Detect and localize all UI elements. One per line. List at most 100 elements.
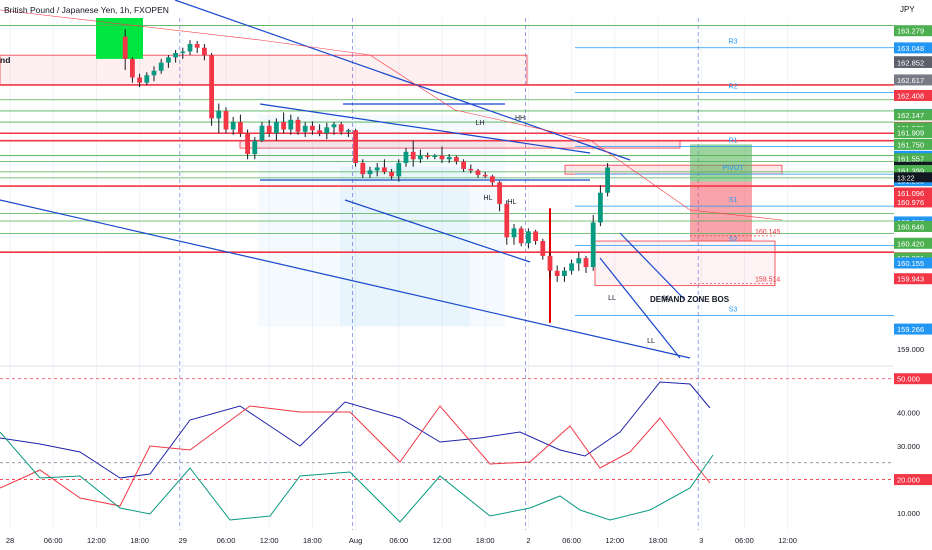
level-label: 160.145 (755, 229, 780, 236)
candle-body (252, 140, 258, 155)
swing-label: LH (476, 120, 485, 127)
price-tag-background (894, 257, 932, 269)
candle-body (338, 124, 344, 132)
price-tag-background (894, 153, 932, 165)
pivot-label: S1 (729, 197, 738, 204)
price-tick-label: 160.976 (897, 198, 924, 207)
candle-body (151, 70, 157, 76)
price-tag-background (894, 56, 932, 68)
candle-body (173, 52, 178, 58)
price-tick-label: 159.000 (897, 345, 924, 354)
demand-zone (594, 240, 776, 287)
time-tick-label: 29 (179, 536, 187, 545)
candle-body (518, 228, 524, 244)
price-tick-label: 161.096 (897, 189, 924, 198)
candle-body (130, 58, 135, 78)
candle-body (360, 162, 366, 175)
candle-body (230, 122, 236, 130)
indicator-line (0, 431, 714, 523)
countdown-label: 13:22 (897, 175, 915, 182)
chart-title: British Pound / Japanese Yen, 1h, FXOPEN (4, 5, 169, 15)
rsi-tick-label: 40.000 (897, 408, 920, 417)
candle-body (180, 51, 186, 53)
price-tag-background (894, 138, 932, 150)
candle-body (511, 228, 517, 238)
pivot-label: R3 (729, 39, 738, 46)
candle-body (583, 258, 589, 268)
candle-body (418, 155, 423, 160)
time-tick-label: 06:00 (735, 536, 754, 545)
time-tick-label: 06:00 (389, 536, 408, 545)
candle-body (461, 161, 466, 169)
time-tick-label: 18:00 (649, 536, 668, 545)
time-tick-label: 18:00 (303, 536, 322, 545)
price-tag-background (894, 237, 932, 249)
price-tick-label: 161.399 (897, 166, 924, 175)
target-zone (690, 144, 752, 182)
time-tick-label: 12:00 (605, 536, 624, 545)
time-tick-label: Aug (349, 536, 362, 545)
candle-body (324, 127, 330, 134)
time-tick-label: 28 (6, 536, 14, 545)
rsi-tick-label: 30.000 (897, 442, 920, 451)
price-tag-background (894, 220, 932, 232)
swing-label: LL (608, 295, 616, 302)
candle-body (576, 258, 582, 264)
candle-body (310, 125, 315, 131)
candle-body (223, 110, 229, 130)
rsi-tick-label: 50.000 (897, 375, 920, 384)
price-tag-background (894, 89, 932, 101)
time-tick-label: 12:00 (778, 536, 797, 545)
candle-body (432, 155, 438, 158)
candle-body (367, 170, 373, 175)
price-tick-label: 159.266 (897, 325, 924, 334)
candle-body (454, 157, 459, 162)
candle-body (288, 119, 294, 130)
price-tick-label: 163.279 (897, 27, 924, 36)
candle-body (504, 203, 510, 238)
candle-body (382, 167, 387, 172)
indicator-line (0, 405, 711, 507)
candle-body (410, 151, 416, 160)
price-tick-label: 159.943 (897, 275, 924, 284)
candle-body (137, 77, 142, 83)
price-tag-background (894, 196, 932, 208)
channel-line (0, 199, 691, 359)
candle-body (526, 231, 531, 244)
candle-body (425, 155, 430, 158)
pivot-label: R1 (729, 138, 738, 145)
swing-label: LL (663, 295, 671, 302)
price-tick-label: 162.408 (897, 91, 924, 100)
candle-body (202, 47, 207, 56)
swing-label: LL (647, 338, 655, 345)
time-tick-label: 12:00 (260, 536, 279, 545)
rsi-tag-background (894, 474, 932, 486)
swing-label: HH (515, 115, 525, 122)
price-tick-label: 160.155 (897, 259, 924, 268)
indicator-line (0, 381, 711, 479)
candle-body (187, 44, 193, 52)
swing-label: HL (508, 199, 517, 206)
left-edge-label: nd (0, 55, 10, 65)
pivot-label: R2 (729, 83, 738, 90)
price-tag-background (894, 42, 932, 54)
pivot-label: S3 (729, 306, 738, 313)
candle-body (374, 167, 380, 171)
candle-body (209, 55, 214, 119)
candle-body (194, 44, 200, 48)
candle-body (266, 125, 272, 134)
currency-label: JPY (900, 5, 915, 14)
demand-zone-label: DEMAND ZONE BOS (650, 295, 730, 304)
price-tick-label: 163.048 (897, 44, 924, 53)
candle-body (562, 270, 567, 276)
time-tick-label: 2 (526, 536, 530, 545)
trendline (344, 199, 531, 263)
time-tick-label: 18:00 (130, 536, 149, 545)
price-tag-background (894, 25, 932, 37)
price-tag-background (894, 109, 932, 121)
candle-body (259, 125, 265, 141)
candle-body (281, 122, 286, 130)
candle-body (302, 125, 308, 132)
candle-body (346, 130, 351, 132)
